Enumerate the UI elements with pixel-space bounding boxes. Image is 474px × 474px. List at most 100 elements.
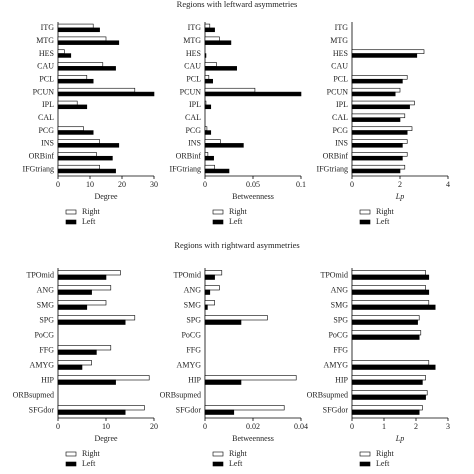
bar <box>204 270 223 276</box>
bar <box>57 155 113 161</box>
bar <box>57 345 112 351</box>
category-label: HIP <box>188 375 201 384</box>
x-tick-label: 20 <box>150 422 158 431</box>
category-label: IPL <box>42 100 54 109</box>
category-label: SMG <box>184 300 202 309</box>
legend-swatch <box>212 209 224 215</box>
bar <box>57 66 116 71</box>
x-tick-label: 20 <box>118 180 126 189</box>
bar <box>57 100 78 106</box>
bar <box>204 164 215 170</box>
bar <box>204 315 268 321</box>
legend-swatch <box>212 451 224 457</box>
category-label: TPOmid <box>26 270 54 279</box>
bar <box>57 91 155 97</box>
bar <box>57 152 97 157</box>
bar <box>351 334 420 340</box>
bar <box>351 379 423 385</box>
bar <box>351 319 418 325</box>
legend-swatch <box>212 461 224 467</box>
bar <box>57 409 126 415</box>
bar <box>204 66 237 71</box>
bar <box>204 409 235 415</box>
bar <box>204 40 232 45</box>
x-axis-label: Lp <box>395 192 404 201</box>
category-label: ORBinf <box>323 152 349 161</box>
category-label: AMYG <box>30 360 55 369</box>
category-label: ANG <box>37 285 55 294</box>
bar <box>351 360 430 366</box>
legend-label: Left <box>82 459 96 468</box>
bar <box>57 62 104 67</box>
x-axis-label: Betweenness <box>232 434 274 443</box>
category-label: ANG <box>331 285 349 294</box>
legend-label: Left <box>229 217 243 226</box>
x-tick-label: 0 <box>203 180 207 189</box>
category-label: SMG <box>331 300 349 309</box>
legend-label: Left <box>229 459 243 468</box>
category-label: ORBinf <box>176 152 202 161</box>
bar <box>57 285 112 291</box>
x-tick-label: 2 <box>414 422 418 431</box>
category-label: PCL <box>186 75 201 84</box>
category-label: CAL <box>185 113 201 122</box>
bar <box>351 394 426 400</box>
bar <box>57 164 100 170</box>
category-label: SFGdor <box>176 405 202 414</box>
bar <box>204 78 213 84</box>
legend-swatch <box>359 461 371 467</box>
legend-label: Right <box>229 207 248 216</box>
legend-swatch <box>212 219 224 225</box>
bar <box>351 289 430 295</box>
bar <box>204 27 215 33</box>
x-tick-label: 1 <box>382 422 386 431</box>
bar <box>57 23 94 29</box>
bar <box>351 104 410 110</box>
bar <box>57 27 100 33</box>
bar <box>57 139 100 144</box>
bar <box>351 364 436 370</box>
bar <box>351 130 408 135</box>
legend-label: Right <box>229 449 248 458</box>
category-label: INS <box>41 139 54 148</box>
legend-swatch <box>65 209 77 215</box>
bar <box>351 117 401 122</box>
bar <box>204 139 221 144</box>
legend-swatch <box>65 219 77 225</box>
category-label: FFG <box>333 345 348 354</box>
category-label: INS <box>335 139 348 148</box>
category-label: PoCG <box>181 330 201 339</box>
bar <box>351 100 415 106</box>
legend-swatch <box>359 451 371 457</box>
category-label: SFGdor <box>29 405 55 414</box>
category-label: PCUN <box>33 87 55 96</box>
bar <box>351 49 425 54</box>
bar <box>57 274 107 280</box>
bar <box>351 304 436 310</box>
bar <box>351 113 406 119</box>
bar <box>57 143 120 148</box>
bar <box>204 319 242 325</box>
x-tick-label: 0.04 <box>294 422 308 431</box>
category-label: PoCG <box>328 330 348 339</box>
bar <box>351 155 403 161</box>
bar <box>204 152 209 157</box>
bar <box>204 405 285 411</box>
bar <box>57 300 107 306</box>
category-label: SPG <box>186 315 201 324</box>
category-label: IPL <box>189 100 201 109</box>
bar <box>351 164 406 170</box>
bar <box>57 104 88 110</box>
x-tick-label: 2 <box>398 180 402 189</box>
category-label: ITG <box>188 23 202 32</box>
bar <box>351 375 426 381</box>
legend-swatch <box>65 461 77 467</box>
bar <box>57 360 92 366</box>
bar <box>57 36 107 42</box>
x-tick-label: 3 <box>446 422 450 431</box>
bar <box>204 87 256 93</box>
bar <box>57 289 92 295</box>
bar <box>351 75 408 80</box>
bar <box>204 23 211 29</box>
category-label: ANG <box>184 285 202 294</box>
